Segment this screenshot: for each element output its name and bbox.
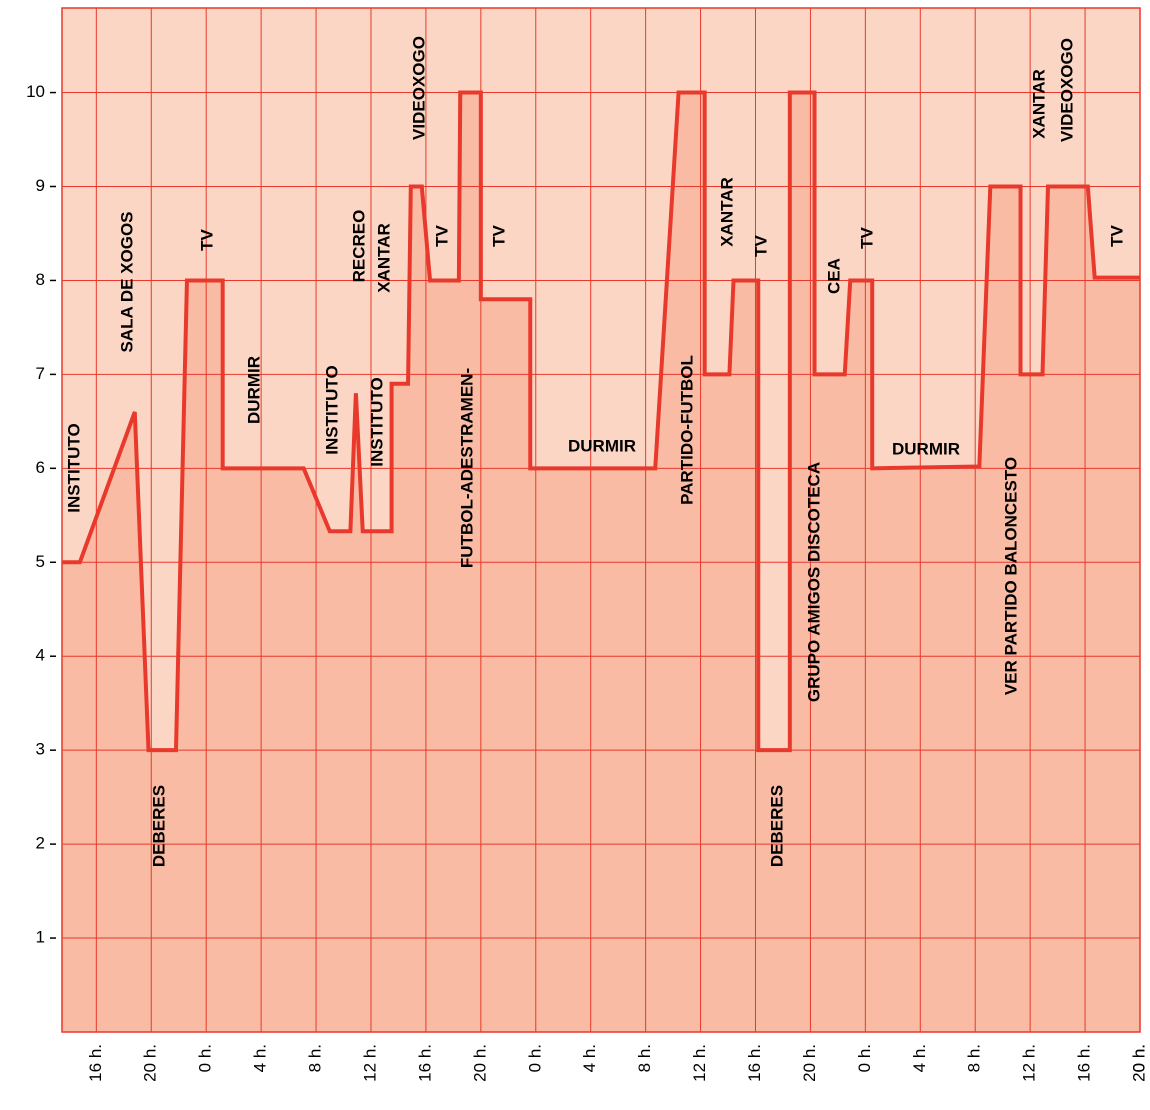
plot-border (61, 7, 1141, 1033)
x-tick-label: 16 h. (415, 1044, 434, 1082)
annotation: XANTAR (1029, 69, 1048, 139)
annotation: PARTIDO-FUTBOL (677, 355, 696, 505)
annotation: DEBERES (767, 785, 786, 867)
y-tick-label: 10 (26, 82, 45, 101)
x-tick-label: 0 h. (855, 1044, 874, 1072)
annotation: VER PARTIDO BALONCESTO (1001, 457, 1020, 695)
x-tick-label: 20 h. (1129, 1044, 1148, 1082)
y-tick-label: 8 (36, 270, 45, 289)
annotation: DEBERES (149, 785, 168, 867)
annotation: VIDEOXOGO (409, 36, 428, 140)
annotation: INSTITUTO (322, 365, 341, 454)
annotation: TV (857, 226, 876, 248)
annotation: INSTITUTO (367, 377, 386, 466)
annotation: INSTITUTO (64, 423, 83, 512)
x-tick-label: 16 h. (1075, 1044, 1094, 1082)
y-tick-label: 9 (36, 176, 45, 195)
annotation: DURMIR (568, 436, 636, 455)
x-tick-label: 4 h. (251, 1044, 270, 1072)
x-tick-label: 4 h. (910, 1044, 929, 1072)
x-tick-label: 0 h. (525, 1044, 544, 1072)
annotation: VIDEOXOGO (1057, 38, 1076, 142)
y-tick-label: 5 (36, 552, 45, 571)
x-tick-label: 16 h. (86, 1044, 105, 1082)
annotation: DURMIR (244, 356, 263, 424)
annotation: TV (751, 234, 770, 256)
x-tick-label: 8 h. (965, 1044, 984, 1072)
annotation: XANTAR (374, 223, 393, 293)
y-tick-label: 1 (36, 928, 45, 947)
y-tick-label: 4 (36, 646, 45, 665)
annotation: RECREO (349, 210, 368, 283)
annotation: TV (1107, 224, 1126, 246)
x-tick-label: 8 h. (635, 1044, 654, 1072)
y-tick-label: 2 (36, 834, 45, 853)
annotation: TV (432, 224, 451, 246)
annotation: CEA (824, 258, 843, 294)
x-tick-label: 20 h. (800, 1044, 819, 1082)
y-tick-label: 3 (36, 740, 45, 759)
line (62, 90, 1140, 753)
annotation: DURMIR (892, 439, 960, 458)
x-tick-label: 0 h. (196, 1044, 215, 1072)
x-tick-label: 12 h. (360, 1044, 379, 1082)
annotation: XANTAR (717, 177, 736, 247)
x-tick-label: 16 h. (745, 1044, 764, 1082)
x-tick-label: 12 h. (690, 1044, 709, 1082)
x-tick-label: 8 h. (306, 1044, 325, 1072)
y-tick-label: 6 (36, 458, 45, 477)
annotation: TV (197, 228, 216, 250)
x-tick-label: 20 h. (470, 1044, 489, 1082)
x-tick-label: 20 h. (141, 1044, 160, 1082)
x-tick-label: 4 h. (580, 1044, 599, 1072)
annotation: GRUPO AMIGOS DISCOTECA (804, 462, 823, 702)
annotation: FUTBOL-ADESTRAMEN- (457, 368, 476, 568)
x-tick-label: 12 h. (1020, 1044, 1039, 1082)
y-tick-label: 7 (36, 364, 45, 383)
x-tick-label: 0 h. (1129, 1044, 1148, 1072)
annotation: TV (489, 224, 508, 246)
annotation: SALA DE XOGOS (117, 211, 136, 352)
